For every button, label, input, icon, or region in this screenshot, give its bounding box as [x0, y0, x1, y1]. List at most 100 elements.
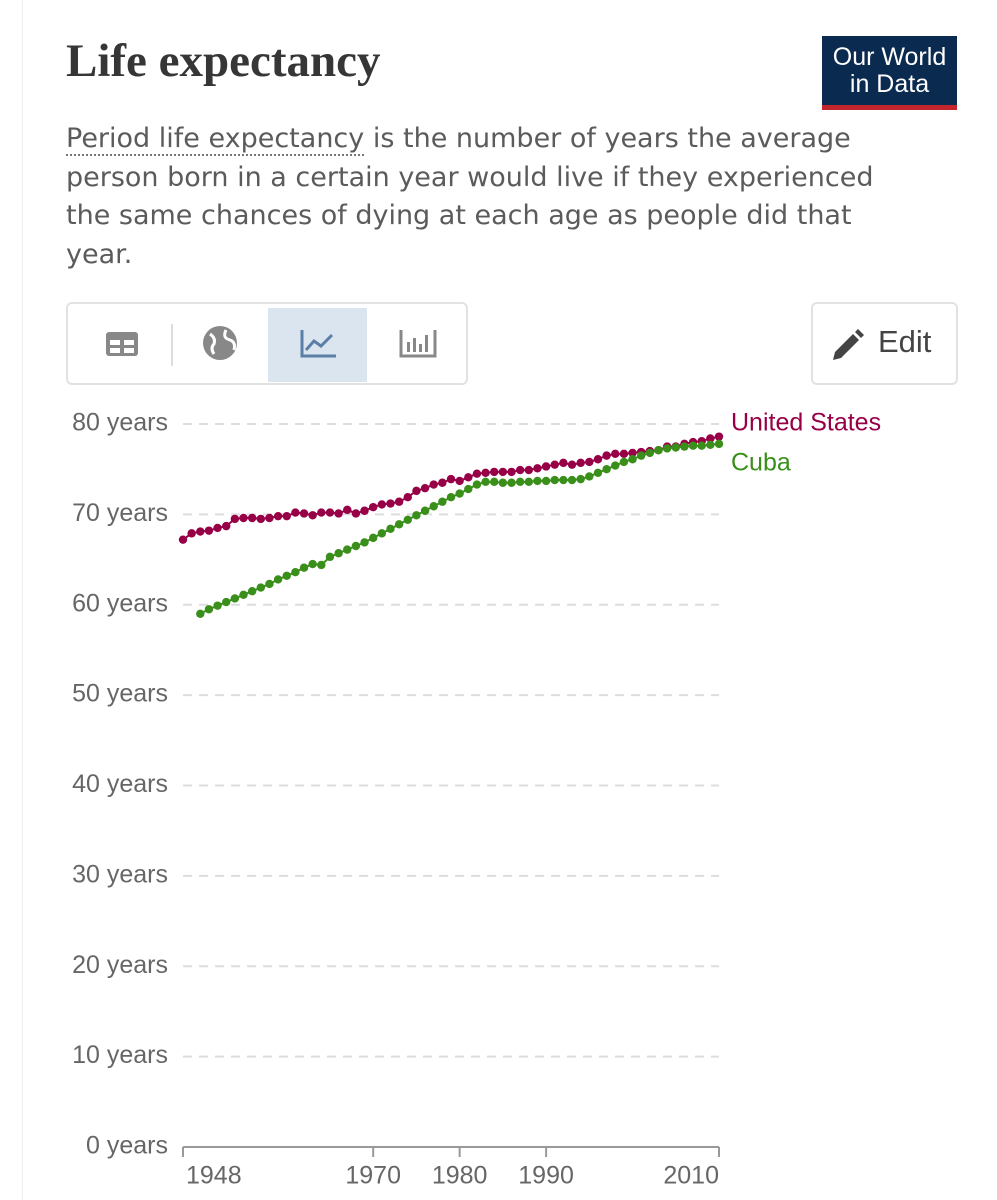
data-point	[533, 464, 542, 473]
data-point	[628, 448, 637, 458]
pencil-icon	[833, 329, 864, 360]
data-point	[481, 468, 490, 478]
data-point	[498, 467, 508, 477]
data-point	[377, 500, 387, 509]
y-tick-label: 40 years	[72, 770, 168, 798]
data-point	[515, 477, 525, 487]
data-point	[196, 609, 205, 618]
x-tick-label: 1980	[432, 1162, 488, 1190]
logo-line: in Data	[849, 70, 930, 98]
data-point	[455, 476, 464, 486]
y-tick-label: 10 years	[72, 1041, 168, 1069]
data-point	[464, 473, 473, 482]
data-point	[291, 508, 300, 517]
data-point	[325, 552, 335, 562]
data-point	[688, 441, 698, 450]
tab-bar	[66, 302, 468, 385]
frame-edge	[22, 0, 23, 1200]
data-point	[706, 440, 715, 449]
data-point	[541, 476, 551, 486]
data-point	[714, 432, 724, 441]
chart-tab[interactable]	[268, 308, 367, 382]
data-point	[334, 509, 343, 518]
data-point	[472, 469, 482, 478]
data-point	[204, 605, 214, 614]
data-point	[585, 472, 594, 481]
data-point	[394, 497, 404, 506]
data-point	[308, 559, 317, 569]
data-point	[576, 458, 585, 468]
title: Life expectancy	[66, 35, 381, 87]
data-point	[368, 502, 378, 512]
y-tick-label: 70 years	[72, 499, 168, 527]
data-point	[472, 480, 482, 489]
x-tick-label: 1990	[518, 1162, 574, 1190]
data-point	[619, 457, 629, 467]
y-tick-label: 80 years	[72, 409, 168, 437]
data-point	[247, 513, 257, 523]
data-point	[204, 526, 214, 535]
data-point	[222, 597, 231, 607]
subtitle-link[interactable]: Period life expectancy	[66, 123, 365, 156]
data-point	[273, 511, 283, 521]
data-point	[222, 521, 231, 531]
data-point	[559, 475, 568, 485]
data-point	[282, 511, 291, 521]
data-point	[593, 455, 603, 464]
data-point	[429, 480, 438, 489]
data-point	[196, 527, 205, 536]
data-point	[515, 465, 525, 475]
data-point	[351, 541, 361, 551]
x-tick-label: 2010	[663, 1162, 719, 1190]
data-point	[377, 529, 387, 538]
data-point	[567, 475, 577, 485]
data-point	[697, 441, 706, 450]
bar-tab[interactable]	[399, 330, 437, 358]
x-tick-label: 1970	[345, 1162, 401, 1190]
series-label: United States	[731, 409, 881, 437]
data-point	[455, 489, 464, 498]
data-point	[291, 568, 300, 577]
data-point	[628, 455, 637, 464]
data-point	[524, 477, 534, 487]
edit-button[interactable]: Edit	[811, 302, 958, 385]
data-point	[394, 520, 404, 529]
data-point	[325, 508, 335, 517]
data-point	[360, 506, 369, 515]
data-point	[636, 451, 646, 460]
data-point	[239, 590, 248, 600]
data-point	[498, 478, 508, 487]
y-tick-label: 60 years	[72, 589, 168, 617]
data-point	[386, 524, 395, 534]
y-tick-label: 20 years	[72, 951, 168, 979]
edit-label: Edit	[878, 324, 932, 359]
data-point	[187, 529, 196, 538]
data-point	[429, 502, 438, 511]
data-point	[299, 509, 309, 518]
data-point	[265, 579, 274, 589]
data-point	[446, 474, 456, 484]
data-point	[239, 513, 248, 523]
data-point	[256, 583, 266, 592]
subtitle-text: is the number of years the average perso…	[66, 123, 874, 270]
data-point	[490, 477, 499, 487]
data-point	[602, 464, 611, 474]
data-point	[351, 509, 361, 518]
data-point	[593, 468, 603, 478]
table-tab[interactable]	[106, 332, 138, 356]
data-point	[343, 505, 352, 515]
data-point	[403, 515, 412, 524]
data-point	[334, 549, 343, 558]
data-point	[446, 493, 456, 502]
data-point	[550, 460, 559, 469]
data-point	[403, 493, 412, 502]
logo-line: Our World	[832, 43, 947, 71]
map-tab[interactable]	[203, 326, 237, 360]
data-point	[611, 461, 620, 470]
data-point	[420, 483, 430, 493]
logo[interactable]: Our World in Data	[822, 36, 957, 110]
data-point	[645, 448, 655, 458]
data-point	[714, 439, 724, 449]
